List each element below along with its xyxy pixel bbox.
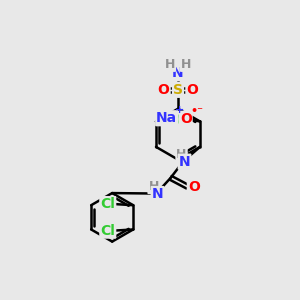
- Text: Na: Na: [156, 111, 177, 125]
- Text: H: H: [181, 58, 191, 71]
- Text: O: O: [180, 112, 192, 126]
- Text: Cl: Cl: [100, 224, 115, 238]
- Text: H: H: [176, 148, 187, 161]
- Text: O: O: [186, 83, 198, 97]
- Text: Cl: Cl: [174, 113, 189, 127]
- Text: S: S: [173, 83, 183, 97]
- Text: H: H: [165, 58, 175, 71]
- Text: O: O: [188, 180, 200, 194]
- Text: •⁻: •⁻: [191, 106, 204, 116]
- Text: Cl: Cl: [100, 197, 115, 211]
- Text: N: N: [179, 155, 190, 169]
- Text: +: +: [175, 105, 184, 115]
- Text: O: O: [158, 83, 170, 97]
- Text: N: N: [172, 66, 184, 80]
- Text: N: N: [152, 187, 163, 201]
- Text: H: H: [148, 180, 159, 193]
